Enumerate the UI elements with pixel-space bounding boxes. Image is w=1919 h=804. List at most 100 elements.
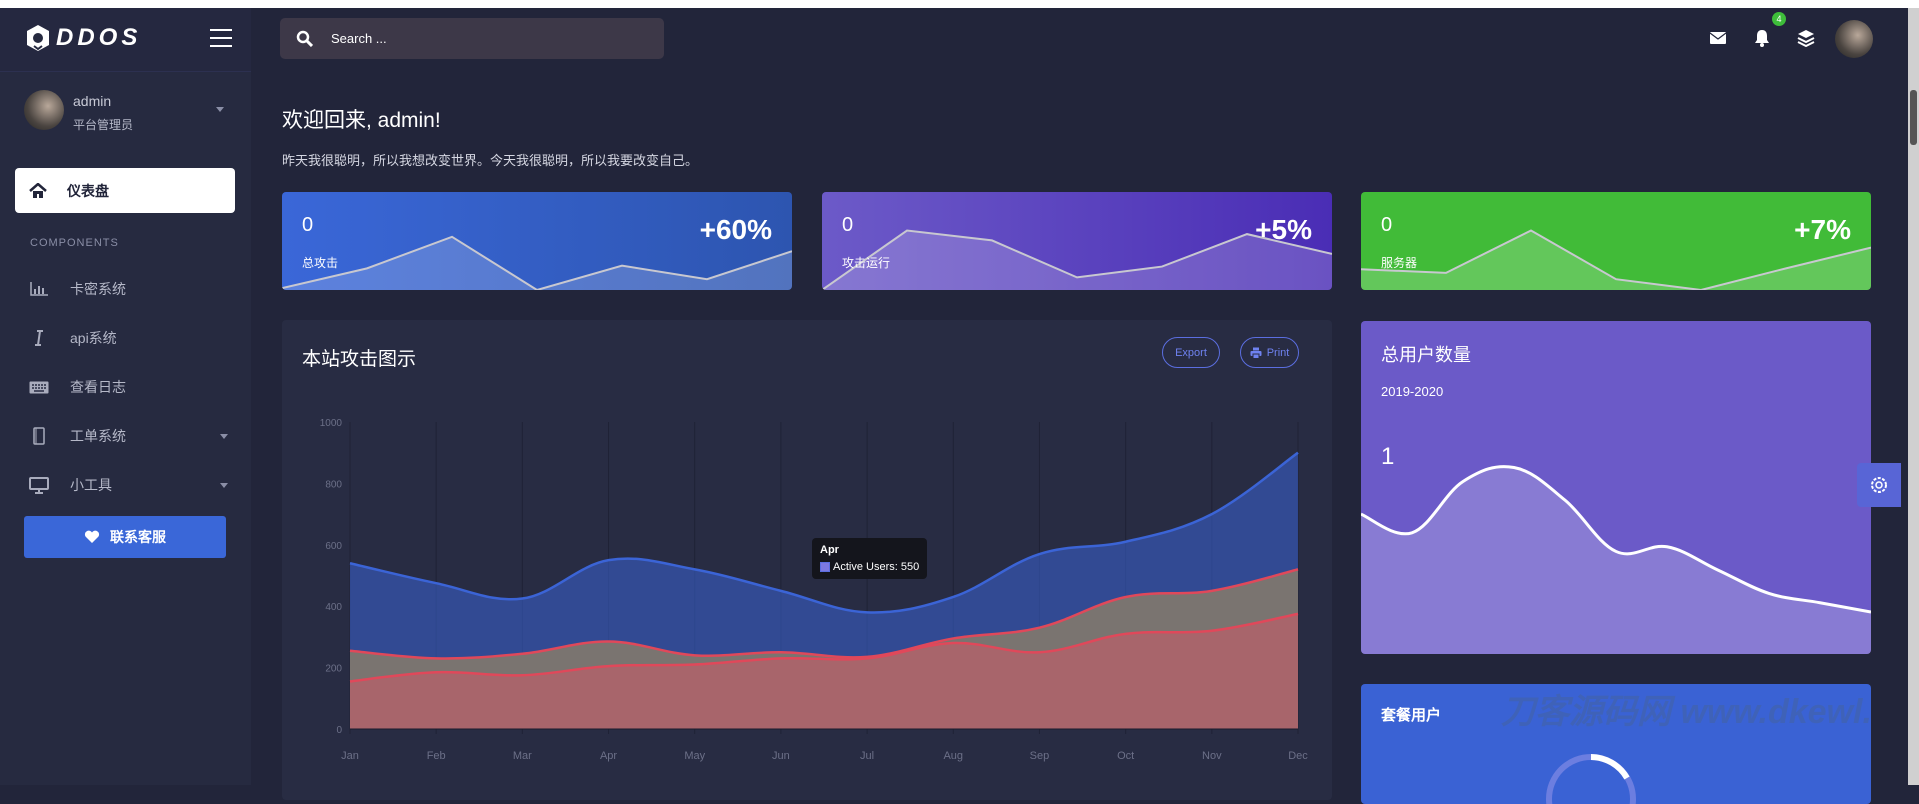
stat-label: 攻击运行: [842, 256, 891, 270]
printer-icon: [1250, 347, 1262, 359]
tooltip-swatch: [820, 562, 830, 572]
stat-change: +7%: [1794, 214, 1851, 245]
export-label: Export: [1175, 346, 1207, 359]
i-cursor-icon: [28, 328, 50, 348]
chevron-down-icon: [220, 433, 228, 439]
envelope-icon[interactable]: [1709, 29, 1727, 47]
bar-chart-icon: [28, 279, 50, 299]
donut-chart: [1546, 754, 1636, 804]
brand-logo[interactable]: DDOS: [26, 24, 141, 52]
sidebar-item-dashboard[interactable]: 仪表盘: [15, 168, 235, 213]
x-tick-label: Aug: [943, 750, 963, 762]
sparkline-area: [822, 230, 1332, 290]
scrollbar[interactable]: [1908, 8, 1919, 785]
stat-value: 0: [842, 214, 854, 236]
menu-toggle-icon[interactable]: [210, 29, 232, 47]
stat-card-running-attacks: 0 攻击运行 +5%: [822, 192, 1332, 290]
y-tick-label: 0: [336, 725, 342, 736]
sidebar-item-label: 查看日志: [70, 379, 126, 395]
chart-title: 本站攻击图示: [302, 349, 417, 370]
x-tick-label: Mar: [513, 750, 532, 762]
sparkline: [282, 235, 792, 290]
attack-chart-card: 本站攻击图示 Export Print Jan Feb Mar Apr May Jun Ju…: [282, 320, 1332, 800]
monitor-icon: [28, 475, 50, 495]
contact-support-button[interactable]: 联系客服: [24, 516, 226, 558]
sidebar: [0, 8, 251, 785]
sparkline-area: [1361, 230, 1871, 290]
y-tick-label: 600: [325, 541, 342, 552]
print-button[interactable]: Print: [1240, 337, 1299, 368]
user-role: 平台管理员: [73, 118, 134, 132]
chart-tooltip: Apr Active Users: 550: [812, 538, 928, 579]
sparkline: [822, 229, 1332, 290]
sparkline-line: [1361, 229, 1871, 290]
x-tick-label: Apr: [600, 750, 617, 762]
stat-change: +60%: [699, 214, 772, 245]
sidebar-item-label: 仪表盘: [67, 182, 109, 199]
notification-badge: 4: [1772, 12, 1786, 26]
welcome-title: 欢迎回来, admin!: [282, 109, 441, 132]
user-menu-caret-icon[interactable]: [216, 107, 224, 112]
search-icon: [296, 30, 313, 47]
heart-icon: [84, 530, 100, 543]
stat-value: 0: [1381, 214, 1393, 236]
bell-icon[interactable]: [1753, 29, 1771, 47]
series-line: [349, 612, 1299, 683]
stat-value: 0: [302, 214, 314, 236]
support-label: 联系客服: [110, 529, 166, 545]
x-tick-label: Nov: [1202, 750, 1222, 762]
sidebar-item-card-system[interactable]: 卡密系统: [28, 274, 228, 304]
stat-card-servers: 0 服务器 +7%: [1361, 192, 1871, 290]
settings-gear-icon[interactable]: [1857, 463, 1901, 507]
users-card-period: 2019-2020: [1381, 384, 1444, 399]
x-tick-label: Jan: [341, 750, 359, 762]
sparkline: [1361, 229, 1871, 290]
y-tick-label: 800: [325, 479, 342, 490]
y-tick-label: 400: [325, 602, 342, 613]
x-tick-label: Jul: [860, 750, 874, 762]
y-tick-label: 1000: [320, 418, 343, 429]
search-input[interactable]: Search ...: [280, 18, 664, 59]
sidebar-item-label: 小工具: [70, 477, 112, 493]
stat-change: +5%: [1255, 214, 1312, 245]
browser-top-strip: [0, 0, 1919, 8]
sidebar-item-logs[interactable]: 查看日志: [28, 372, 228, 402]
x-tick-label: May: [684, 750, 705, 762]
users-card-value: 1: [1381, 443, 1395, 470]
sparkline-area: [282, 236, 792, 290]
package-card-title: 套餐用户: [1381, 707, 1442, 724]
home-icon: [29, 182, 47, 198]
sidebar-item-label: api系统: [70, 330, 117, 346]
sidebar-item-api-system[interactable]: api系统: [28, 323, 228, 353]
stat-label: 总攻击: [302, 256, 339, 270]
x-tick-label: Feb: [427, 750, 446, 762]
x-tick-label: Oct: [1117, 750, 1134, 762]
series-line: [349, 568, 1299, 660]
print-label: Print: [1266, 346, 1290, 359]
layers-icon[interactable]: [1797, 29, 1815, 47]
sparkline-line: [282, 235, 792, 290]
wave-area: [1361, 466, 1871, 654]
sidebar-item-label: 卡密系统: [70, 281, 126, 297]
header-avatar[interactable]: [1835, 20, 1873, 58]
user-name: admin: [73, 93, 112, 109]
package-users-card: 套餐用户 刀客源码网 www.dkewl.com: [1361, 684, 1871, 804]
watermark: 刀客源码网 www.dkewl.com: [1501, 693, 1871, 731]
logo-icon: [27, 25, 49, 51]
area-chart: Jan Feb Mar Apr May Jun Jul Aug Sep Oct Nov Dec 0 200…: [320, 418, 1309, 762]
y-tick-label: 200: [325, 664, 342, 675]
welcome-motto: 昨天我很聪明，所以我想改变世界。今天我很聪明，所以我要改变自己。: [282, 153, 699, 168]
x-tick-label: Sep: [1030, 750, 1050, 762]
tooltip-label: Active Users: 550: [833, 561, 920, 573]
keyboard-icon: [28, 377, 50, 397]
x-tick-label: Jun: [772, 750, 790, 762]
notebook-icon: [28, 426, 50, 446]
sidebar-item-tools[interactable]: 小工具: [28, 470, 228, 500]
sidebar-item-ticket-system[interactable]: 工单系统: [28, 421, 228, 451]
export-button[interactable]: Export: [1162, 337, 1220, 368]
sidebar-avatar[interactable]: [24, 90, 64, 130]
wave-line: [1361, 465, 1871, 614]
users-wave-chart: [1361, 465, 1871, 654]
users-card-title: 总用户数量: [1381, 345, 1471, 365]
scrollbar-thumb[interactable]: [1910, 90, 1917, 145]
